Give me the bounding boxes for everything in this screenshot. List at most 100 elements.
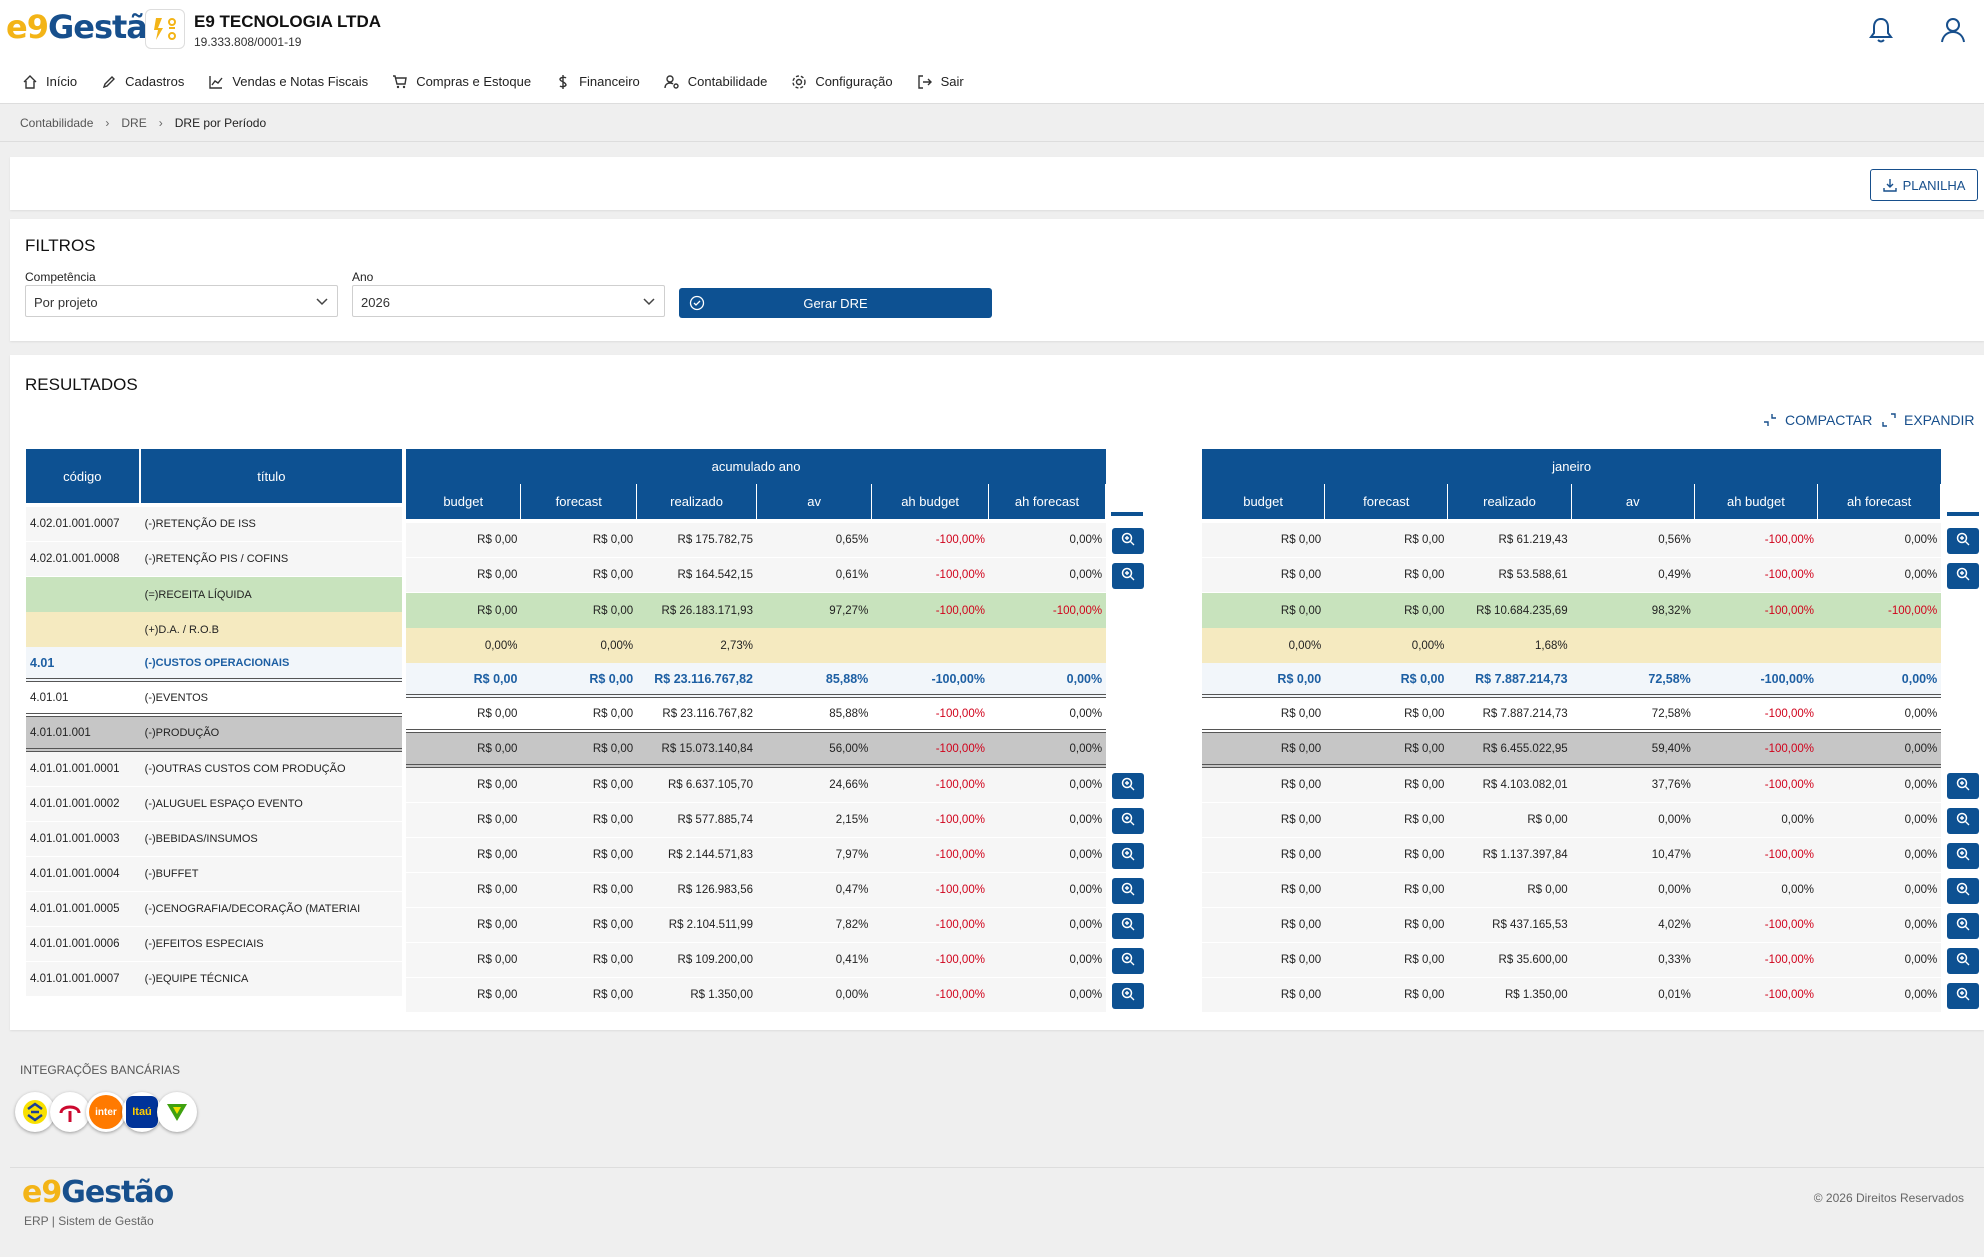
cell-ah-budget bbox=[872, 628, 989, 663]
table-row: 4.01.01 (-)EVENTOS bbox=[26, 682, 402, 717]
cell-av: 7,82% bbox=[756, 908, 873, 943]
cell-ah-budget: -100,00% bbox=[1694, 768, 1819, 803]
zoom-detail-button[interactable] bbox=[1112, 807, 1145, 834]
row-title: (-)OUTRAS CUSTOS COM PRODUÇÃO bbox=[140, 752, 402, 787]
row-code: 4.01.01.001 bbox=[26, 717, 141, 752]
cell-ah-forecast: -100,00% bbox=[1818, 593, 1942, 628]
gerar-dre-button[interactable]: Gerar DRE bbox=[679, 288, 992, 318]
table-row: 4.01.01.001.0003 (-)BEBIDAS/INSUMOS bbox=[26, 822, 402, 857]
menu-item-contabilidade[interactable]: Contabilidade bbox=[664, 74, 767, 90]
competencia-value: Por projeto bbox=[34, 295, 98, 310]
zoom-detail-button[interactable] bbox=[1947, 842, 1980, 869]
menu-item-configuracao[interactable]: Configuração bbox=[791, 74, 893, 90]
cell-budget: R$ 0,00 bbox=[406, 733, 522, 768]
cell-forecast: R$ 0,00 bbox=[521, 593, 638, 628]
planilha-download-button[interactable]: PLANILHA bbox=[1870, 169, 1978, 201]
zoom-detail-button[interactable] bbox=[1112, 877, 1145, 904]
bank-itau-icon[interactable]: Itaú bbox=[122, 1092, 162, 1132]
bank-inter-icon[interactable]: inter bbox=[86, 1092, 126, 1132]
table-row: R$ 0,00 R$ 0,00 R$ 437.165,53 4,02% -100,00%… bbox=[1202, 908, 1984, 943]
cell-forecast: R$ 0,00 bbox=[1325, 593, 1449, 628]
zoom-detail-button[interactable] bbox=[1947, 527, 1980, 554]
zoom-detail-button[interactable] bbox=[1112, 527, 1145, 554]
zoom-detail-button[interactable] bbox=[1947, 982, 1980, 1009]
cell-ah-budget: -100,00% bbox=[872, 698, 989, 733]
subheader-budget: budget bbox=[406, 484, 522, 519]
cell-budget: R$ 0,00 bbox=[1202, 733, 1326, 768]
zoom-detail-button[interactable] bbox=[1947, 772, 1980, 799]
notifications-bell-icon[interactable] bbox=[1868, 16, 1894, 49]
filters-card: FILTROS Competência Por projeto Ano 2026… bbox=[10, 219, 1984, 341]
cell-av: 0,61% bbox=[756, 558, 873, 593]
zoom-detail-button[interactable] bbox=[1112, 982, 1145, 1009]
breadcrumb-current: DRE por Período bbox=[174, 116, 267, 130]
competencia-select[interactable]: Por projeto bbox=[25, 285, 338, 317]
zoom-detail-button[interactable] bbox=[1112, 842, 1145, 869]
table-row: R$ 0,00 R$ 0,00 R$ 10.684.235,69 98,32% -100… bbox=[1202, 593, 1984, 628]
zoom-detail-button[interactable] bbox=[1947, 912, 1980, 939]
ano-select[interactable]: 2026 bbox=[352, 285, 665, 317]
menu-item-compras[interactable]: Compras e Estoque bbox=[392, 74, 531, 90]
menu-item-cadastros[interactable]: Cadastros bbox=[101, 74, 184, 90]
footer-divider bbox=[10, 1167, 1984, 1168]
row-title: (-)PRODUÇÃO bbox=[140, 717, 402, 752]
breadcrumb-item[interactable]: Contabilidade bbox=[20, 116, 94, 130]
row-title: (-)EFEITOS ESPECIAIS bbox=[140, 927, 402, 962]
footer-logo: e9Gestão bbox=[22, 1175, 174, 1210]
cell-budget: R$ 0,00 bbox=[406, 873, 522, 908]
cell-budget: R$ 0,00 bbox=[1202, 523, 1326, 558]
table-row: (+)D.A. / R.O.B bbox=[26, 612, 402, 647]
zoom-detail-button[interactable] bbox=[1947, 807, 1980, 834]
bank-sicredi-icon[interactable] bbox=[157, 1092, 197, 1132]
zoom-detail-button[interactable] bbox=[1947, 947, 1980, 974]
cell-ah-budget: -100,00% bbox=[872, 523, 989, 558]
cell-ah-forecast: 0,00% bbox=[988, 523, 1107, 558]
zoom-detail-button[interactable] bbox=[1947, 877, 1980, 904]
breadcrumb: Contabilidade › DRE › DRE por Período bbox=[20, 116, 266, 130]
cell-av: 0,00% bbox=[1571, 803, 1695, 838]
zoom-detail-button[interactable] bbox=[1947, 562, 1980, 589]
cell-forecast: R$ 0,00 bbox=[1325, 978, 1449, 1013]
table-row: R$ 0,00 R$ 0,00 R$ 4.103.082,01 37,76% -100,… bbox=[1202, 768, 1984, 803]
row-title: (-)EVENTOS bbox=[140, 682, 402, 717]
cell-forecast: R$ 0,00 bbox=[521, 558, 638, 593]
menu-item-sair[interactable]: Sair bbox=[917, 74, 964, 90]
app-logo[interactable]: e9Gestão bbox=[6, 8, 169, 46]
cell-budget: R$ 0,00 bbox=[1202, 558, 1326, 593]
menu-label: Cadastros bbox=[125, 74, 185, 89]
zoom-detail-button[interactable] bbox=[1112, 947, 1145, 974]
menu-item-inicio[interactable]: Início bbox=[22, 74, 77, 90]
zoom-detail-button[interactable] bbox=[1112, 912, 1145, 939]
cell-budget: 0,00% bbox=[1202, 628, 1326, 663]
compactar-button[interactable]: COMPACTAR bbox=[1763, 412, 1872, 428]
cell-budget: R$ 0,00 bbox=[1202, 943, 1326, 978]
table-row: 4.01 (-)CUSTOS OPERACIONAIS bbox=[26, 647, 402, 682]
zoom-detail-button[interactable] bbox=[1112, 562, 1145, 589]
cell-av: 85,88% bbox=[756, 663, 873, 698]
table-row: R$ 0,00 R$ 0,00 R$ 0,00 0,00% 0,00% 0,00% bbox=[1202, 873, 1984, 908]
zoom-detail-button[interactable] bbox=[1112, 772, 1145, 799]
cell-ah-forecast: 0,00% bbox=[988, 803, 1107, 838]
breadcrumb-item[interactable]: DRE bbox=[121, 116, 147, 130]
table-row: R$ 0,00 R$ 0,00 R$ 6.455.022,95 59,40% -100,… bbox=[1202, 733, 1984, 768]
cell-av: 98,32% bbox=[1571, 593, 1695, 628]
table-row: R$ 0,00 R$ 0,00 R$ 1.350,00 0,01% -100,00% 0,… bbox=[1202, 978, 1984, 1013]
cell-av: 0,00% bbox=[1571, 873, 1695, 908]
cell-forecast: R$ 0,00 bbox=[521, 978, 638, 1013]
cell-ah-budget: -100,00% bbox=[872, 978, 989, 1013]
company-name: E9 TECNOLOGIA LTDA bbox=[194, 12, 381, 31]
bank-banco-do-brasil-icon[interactable] bbox=[15, 1092, 55, 1132]
bank-bradesco-icon[interactable] bbox=[50, 1092, 90, 1132]
cell-forecast: 0,00% bbox=[521, 628, 638, 663]
menu-label: Financeiro bbox=[579, 74, 640, 89]
compactar-label: COMPACTAR bbox=[1785, 412, 1873, 428]
zoom-in-icon bbox=[1120, 986, 1136, 1005]
cell-av: 0,65% bbox=[756, 523, 873, 558]
cell-forecast: R$ 0,00 bbox=[1325, 698, 1449, 733]
expandir-button[interactable]: EXPANDIR bbox=[1882, 412, 1975, 428]
user-profile-icon[interactable] bbox=[1940, 16, 1966, 49]
bank-inter-text: inter bbox=[89, 1095, 123, 1129]
menu-item-vendas[interactable]: Vendas e Notas Fiscais bbox=[208, 74, 368, 90]
menu-item-financeiro[interactable]: Financeiro bbox=[555, 74, 640, 90]
table-row: 4.01.01.001.0005 (-)CENOGRAFIA/DECORAÇÃO … bbox=[26, 892, 402, 927]
